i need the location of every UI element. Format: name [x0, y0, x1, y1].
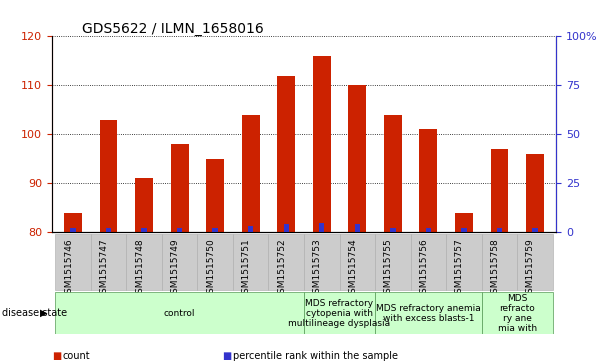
Text: GDS5622 / ILMN_1658016: GDS5622 / ILMN_1658016 [82, 22, 264, 36]
Text: GSM1515753: GSM1515753 [313, 238, 322, 299]
Bar [71, 228, 75, 232]
Bar [446, 234, 482, 290]
Bar [354, 224, 360, 232]
Bar [461, 228, 466, 232]
Bar [55, 292, 304, 334]
Text: GSM1515747: GSM1515747 [100, 238, 109, 299]
Bar [100, 119, 117, 232]
Bar [526, 154, 544, 232]
Bar [198, 234, 233, 290]
Text: MDS refractory anemia
with excess blasts-1: MDS refractory anemia with excess blasts… [376, 303, 481, 323]
Bar [277, 76, 295, 232]
Bar [390, 228, 396, 232]
Text: ▶: ▶ [40, 308, 47, 318]
Bar [242, 115, 260, 232]
Bar [375, 292, 482, 334]
Bar [455, 213, 473, 232]
Text: GSM1515754: GSM1515754 [348, 238, 358, 299]
Text: percentile rank within the sample: percentile rank within the sample [233, 351, 398, 361]
Bar [64, 213, 82, 232]
Bar [313, 56, 331, 232]
Bar [533, 228, 537, 232]
Bar [420, 129, 437, 232]
Bar [482, 292, 553, 334]
Text: GSM1515751: GSM1515751 [242, 238, 250, 299]
Text: GSM1515758: GSM1515758 [491, 238, 499, 299]
Text: MDS refractory
cytopenia with
multilineage dysplasia: MDS refractory cytopenia with multilinea… [288, 298, 390, 328]
Text: GSM1515759: GSM1515759 [526, 238, 535, 299]
Text: GSM1515756: GSM1515756 [420, 238, 429, 299]
Bar [517, 234, 553, 290]
Bar [375, 234, 410, 290]
Bar [206, 159, 224, 232]
Bar [482, 234, 517, 290]
Bar [233, 234, 269, 290]
Bar [304, 234, 339, 290]
Bar [410, 234, 446, 290]
Bar [55, 234, 91, 290]
Bar [304, 292, 375, 334]
Text: GSM1515748: GSM1515748 [135, 238, 144, 299]
Text: GSM1515757: GSM1515757 [455, 238, 464, 299]
Text: MDS
refracto
ry ane
mia with: MDS refracto ry ane mia with [498, 294, 537, 333]
Text: ■: ■ [222, 351, 231, 361]
Text: ■: ■ [52, 351, 61, 361]
Text: GSM1515755: GSM1515755 [384, 238, 393, 299]
Bar [171, 144, 188, 232]
Bar [348, 85, 366, 232]
Bar [177, 228, 182, 232]
Bar [91, 234, 126, 290]
Bar [106, 228, 111, 232]
Bar [212, 228, 218, 232]
Bar [497, 228, 502, 232]
Text: disease state: disease state [2, 308, 67, 318]
Bar [248, 227, 254, 232]
Text: GSM1515749: GSM1515749 [171, 238, 179, 299]
Bar [426, 228, 431, 232]
Text: count: count [63, 351, 90, 361]
Bar [135, 178, 153, 232]
Bar [142, 228, 147, 232]
Bar [339, 234, 375, 290]
Text: control: control [164, 309, 195, 318]
Bar [269, 234, 304, 290]
Bar [384, 115, 402, 232]
Bar [126, 234, 162, 290]
Text: GSM1515750: GSM1515750 [206, 238, 215, 299]
Bar [283, 224, 289, 232]
Bar [162, 234, 198, 290]
Text: GSM1515746: GSM1515746 [64, 238, 73, 299]
Bar [491, 149, 508, 232]
Bar [319, 223, 325, 232]
Text: GSM1515752: GSM1515752 [277, 238, 286, 299]
